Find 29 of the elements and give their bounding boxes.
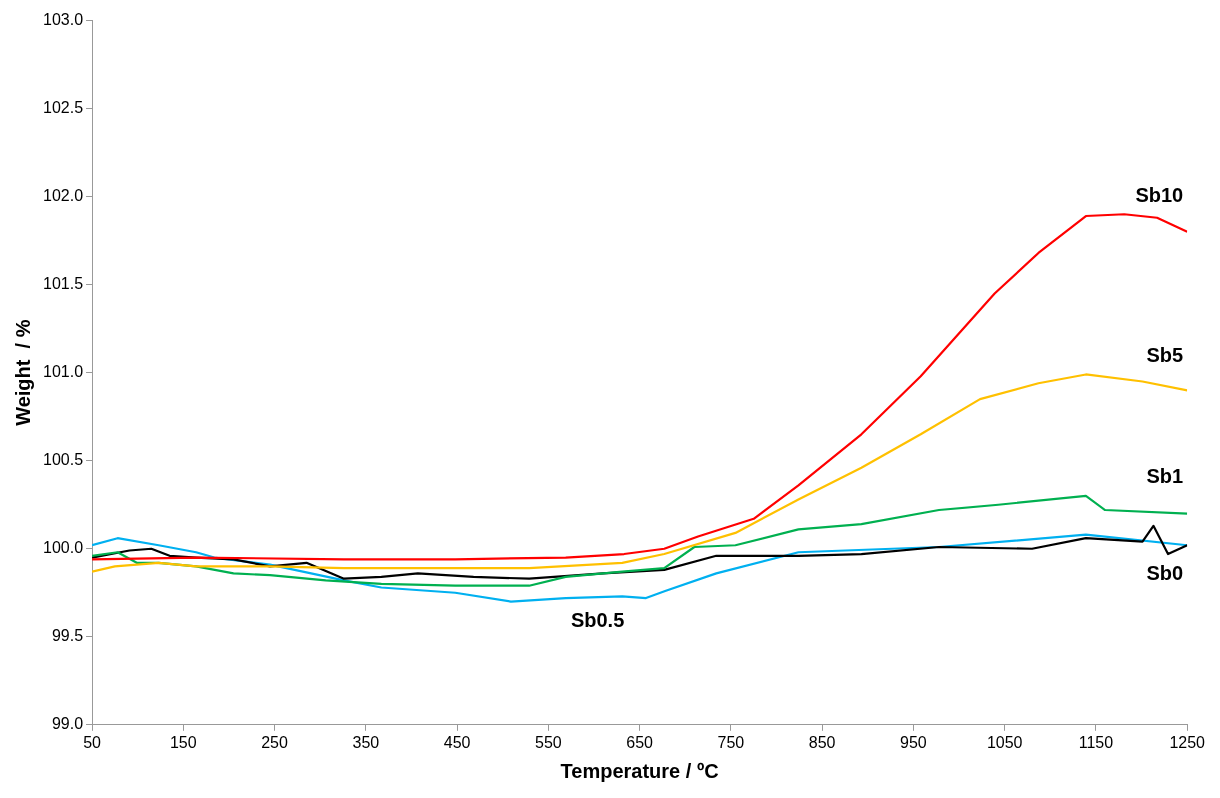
x-tick-label: 550 (535, 733, 562, 751)
x-tick-label: 1050 (986, 733, 1023, 751)
x-tick-label: 250 (261, 733, 289, 751)
x-tick-label: 450 (443, 733, 471, 751)
x-tick-label: 1150 (1078, 733, 1114, 751)
y-tick-label: 99.0 (51, 715, 84, 733)
y-axis-title: Weight / % (11, 319, 34, 426)
y-tick-label: 100.5 (42, 451, 84, 469)
y-tick-label: 103.0 (42, 11, 84, 29)
y-tick-label: 102.5 (42, 99, 84, 117)
x-tick-label: 750 (717, 733, 745, 751)
x-axis-title: Temperature / ºC (560, 759, 719, 782)
x-tick-label: 650 (626, 733, 654, 751)
y-tick-label: 99.5 (51, 627, 84, 645)
y-tick-label: 101.5 (42, 275, 84, 293)
x-tick-label: 350 (352, 733, 380, 751)
x-tick-label: 850 (808, 733, 836, 751)
series-label: Sb5 (1146, 343, 1184, 366)
series-label: Sb10 (1135, 183, 1184, 206)
y-tick-label: 102.0 (42, 187, 84, 205)
x-tick-label: 1250 (1169, 733, 1206, 751)
series-label: Sb1 (1146, 465, 1184, 488)
x-tick-label: 950 (900, 733, 927, 751)
series-label: Sb0 (1146, 561, 1184, 584)
x-tick-label: 50 (83, 733, 102, 751)
x-tick-label: 150 (169, 733, 197, 751)
y-tick-label: 100.0 (42, 539, 84, 557)
series-label: Sb0.5 (570, 609, 625, 632)
y-tick-label: 101.0 (42, 363, 84, 381)
